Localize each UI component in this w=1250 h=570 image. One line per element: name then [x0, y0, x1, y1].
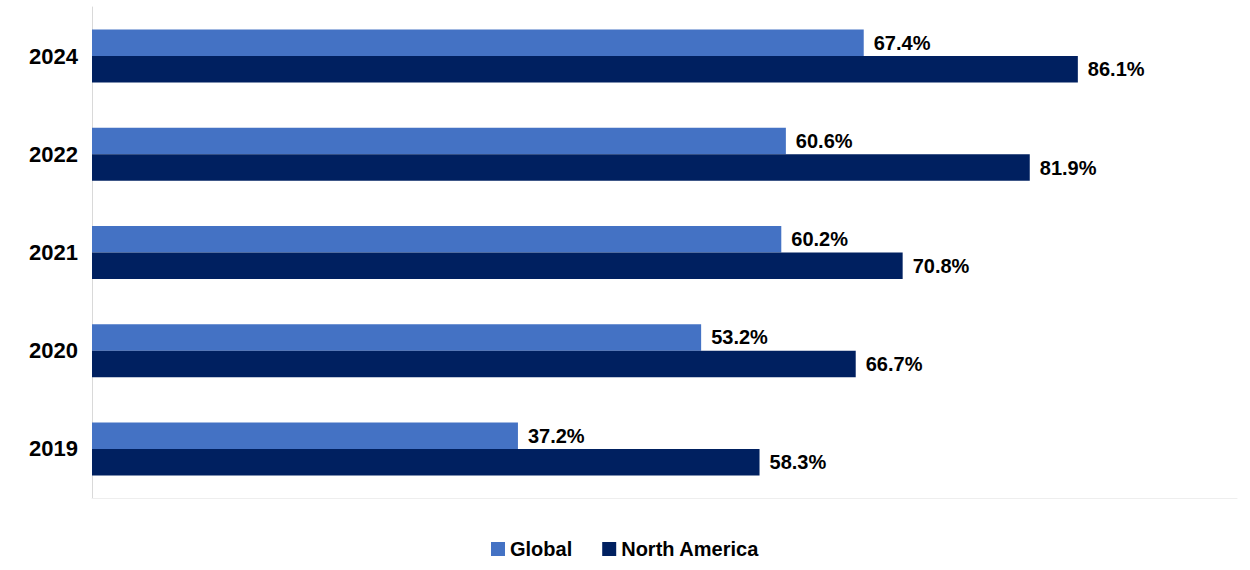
svg-text:81.9%: 81.9% [1040, 157, 1097, 179]
svg-text:2024: 2024 [29, 44, 79, 69]
svg-text:70.8%: 70.8% [913, 255, 970, 277]
svg-text:66.7%: 66.7% [866, 353, 923, 375]
svg-text:37.2%: 37.2% [528, 425, 585, 447]
svg-text:60.6%: 60.6% [796, 130, 853, 152]
svg-text:58.3%: 58.3% [770, 451, 827, 473]
svg-text:Global: Global [510, 538, 572, 560]
svg-text:2020: 2020 [29, 338, 78, 363]
svg-text:67.4%: 67.4% [874, 32, 931, 54]
svg-text:86.1%: 86.1% [1088, 58, 1145, 80]
svg-text:North America: North America [621, 538, 759, 560]
svg-text:2022: 2022 [29, 142, 78, 167]
svg-text:60.2%: 60.2% [791, 228, 848, 250]
svg-text:53.2%: 53.2% [711, 326, 768, 348]
svg-text:2021: 2021 [29, 240, 78, 265]
svg-text:2019: 2019 [29, 436, 78, 461]
